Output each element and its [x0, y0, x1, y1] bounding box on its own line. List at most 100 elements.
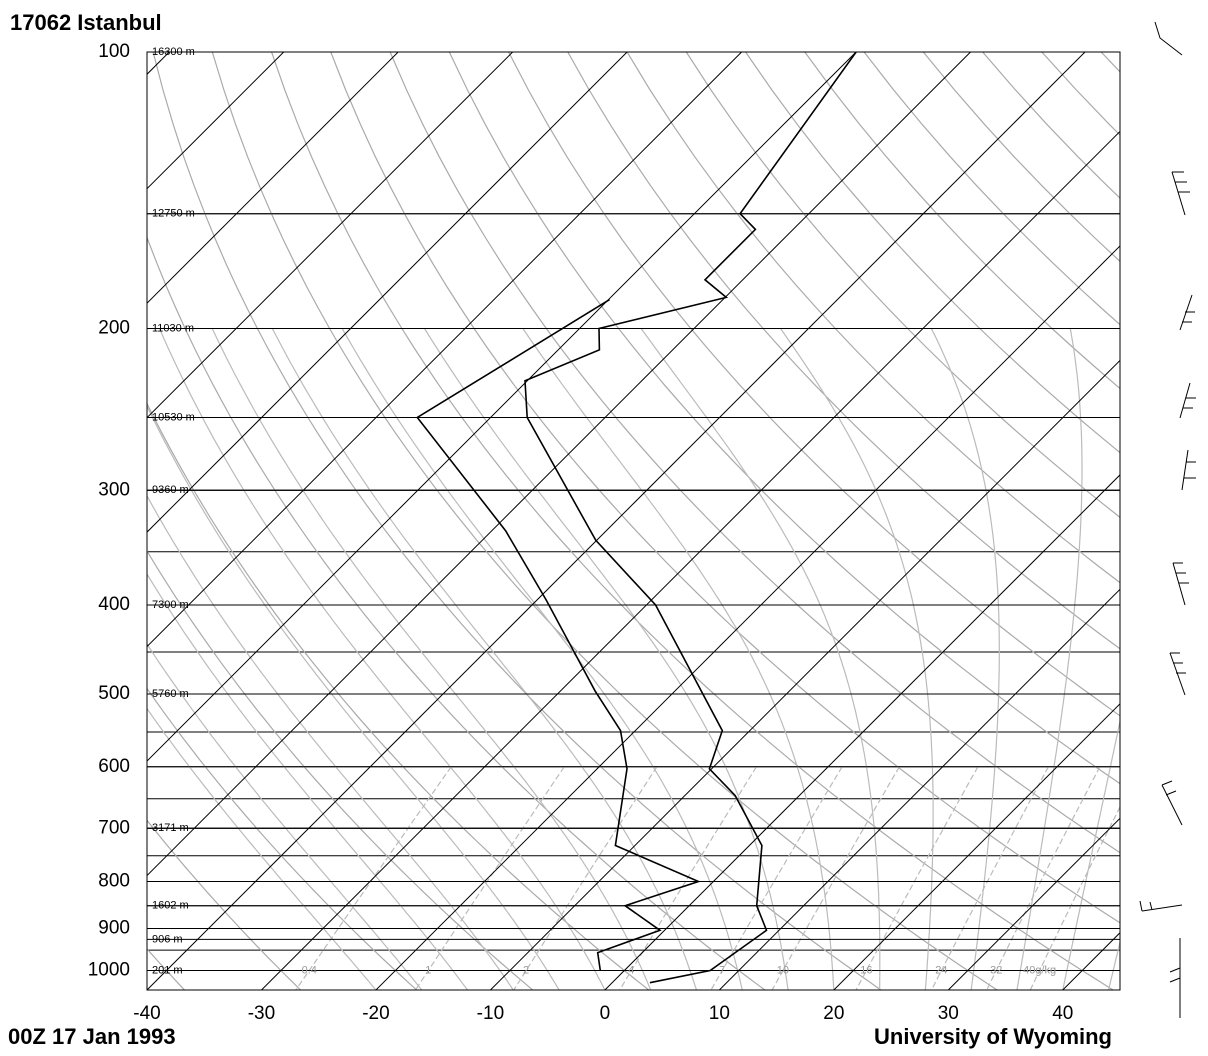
height-label: 12750 m [152, 208, 195, 220]
plot-frame [146, 51, 1121, 991]
y-tick-label: 700 [98, 817, 130, 838]
mixing-ratio-line [513, 766, 658, 990]
moist-adiabat [147, 494, 514, 990]
height-label: 10530 m [152, 411, 195, 423]
isotherm [947, 817, 1120, 990]
dry-adiabat [147, 687, 418, 990]
dry-adiabat [1100, 52, 1120, 73]
x-tick-label: 0 [600, 1003, 611, 1024]
mixing-ratio-line [295, 766, 452, 990]
mixing-ratio-label: 4 [628, 964, 634, 976]
height-label: 9360 m [152, 484, 189, 496]
dry-adiabat [567, 52, 1120, 650]
dry-adiabat [1041, 52, 1120, 136]
dry-adiabat [745, 52, 1120, 454]
isotherm [604, 474, 1120, 990]
y-tick-label: 1000 [88, 960, 130, 981]
x-tick-label: 40 [1052, 1003, 1073, 1024]
height-label: 11030 m [152, 322, 194, 334]
isotherm [375, 245, 1120, 990]
dry-adiabat [1160, 52, 1208, 990]
isotherm [0, 52, 55, 990]
x-tick-label: -40 [133, 1003, 160, 1024]
mixing-ratio-label: 10 [777, 964, 789, 976]
moist-adiabat [211, 328, 652, 990]
mixing-ratio-line [986, 766, 1101, 990]
moist-adiabat [423, 328, 789, 990]
y-tick-label: 500 [98, 683, 130, 704]
height-label: 1602 m [152, 900, 189, 912]
wind-barbs [1139, 21, 1196, 1018]
x-tick-label: 20 [823, 1003, 844, 1024]
moist-adiabat [271, 328, 698, 990]
moist-adiabat [158, 328, 606, 990]
dry-adiabat [626, 52, 1120, 584]
isotherm [147, 52, 1086, 990]
mixing-ratio-label: 16 [860, 964, 872, 976]
wind-barb [1172, 562, 1189, 606]
moist-adiabat [780, 328, 934, 990]
dry-adiabat [508, 52, 1120, 717]
x-tick-label: -10 [477, 1003, 504, 1024]
wind-barb [1181, 449, 1196, 491]
isotherm [147, 52, 399, 304]
height-label: 7300 m [152, 599, 189, 611]
dry-adiabat [147, 235, 766, 990]
x-tick-label: -20 [362, 1003, 389, 1024]
isotherm [147, 52, 514, 419]
foreground: 0.4 1 2 4 7 10 16 24 32 40g/kg-40 -30 -20 -10 0 10 20 30… [88, 41, 1074, 1024]
wind-barb [1161, 780, 1183, 826]
footer-source: University of Wyoming [874, 1024, 1112, 1049]
y-tick-label: 800 [98, 871, 130, 892]
wind-barb [1171, 171, 1186, 216]
isotherm [718, 588, 1120, 990]
dry-adiabat [147, 947, 185, 990]
dry-adiabat [211, 52, 998, 990]
mixing-ratio-line [619, 766, 757, 990]
moist-adiabat [147, 642, 423, 990]
dry-adiabat [330, 52, 1120, 924]
height-label: 5760 m [152, 688, 189, 700]
isotherm [1062, 932, 1120, 990]
chart-title: 17062 Istanbul [10, 10, 162, 35]
mixing-ratio-line [771, 766, 900, 990]
mixing-ratio-line [930, 766, 1049, 990]
isotherm [147, 52, 285, 190]
mixing-ratio-label: 40g/kg [1023, 964, 1056, 976]
mixing-ratio-label: 2 [523, 964, 529, 976]
mixing-ratio-line [1029, 805, 1120, 990]
isotherm [261, 130, 1120, 990]
moist-adiabat [147, 707, 377, 990]
moist-adiabat [522, 328, 835, 990]
y-tick-label: 600 [98, 756, 130, 777]
wind-barb [1169, 652, 1186, 696]
isotherm [147, 52, 170, 75]
height-label: 201 m [152, 964, 183, 976]
isotherm [147, 52, 857, 762]
dry-adiabat [389, 52, 1120, 854]
wind-barb [1154, 21, 1183, 56]
dry-adiabat [863, 52, 1120, 326]
wind-barb [1179, 294, 1195, 331]
mixing-ratio-line [414, 766, 565, 990]
x-tick-label: -30 [248, 1003, 275, 1024]
mixing-ratio-line [710, 766, 843, 990]
isotherm [147, 52, 628, 533]
dry-adiabat [147, 819, 302, 990]
x-tick-label: 10 [709, 1003, 730, 1024]
dry-adiabat [685, 52, 1120, 519]
height-label: 3171 m [152, 822, 189, 834]
moist-adiabat [1016, 328, 1083, 990]
moist-adiabat [640, 328, 881, 990]
y-tick-label: 300 [98, 479, 130, 500]
x-tick-label: 30 [938, 1003, 959, 1024]
dry-adiabat [448, 52, 1120, 785]
isotherm [147, 52, 742, 648]
isotherm [147, 52, 971, 877]
isotherm [833, 703, 1120, 990]
dry-adiabat [152, 52, 882, 990]
y-tick-label: 100 [98, 41, 130, 62]
moist-adiabat [147, 404, 560, 990]
wind-barb [1179, 382, 1196, 419]
moist-adiabat [1062, 718, 1120, 990]
